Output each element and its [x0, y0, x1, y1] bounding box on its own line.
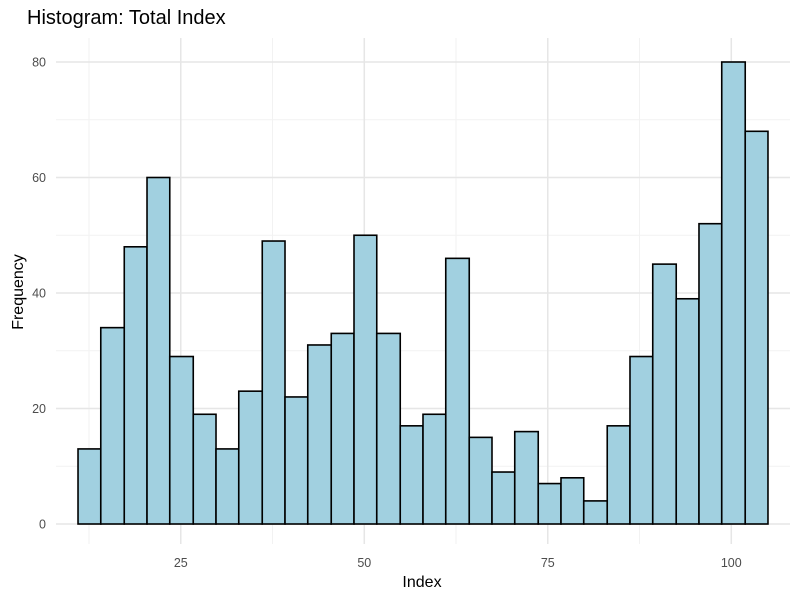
histogram-bar: [629, 355, 654, 525]
histogram-bar: [582, 500, 609, 525]
histogram-bar: [513, 430, 540, 525]
x-tick-label: 100: [721, 556, 742, 570]
histogram-bar: [146, 176, 171, 525]
histogram-bar: [284, 396, 309, 525]
histogram-bar: [192, 413, 217, 525]
histogram-bar: [375, 332, 402, 525]
x-tick-label: 50: [357, 556, 371, 570]
y-tick-label: 40: [32, 287, 46, 301]
histogram-bar: [720, 61, 747, 525]
y-axis-title: Frequency: [10, 254, 27, 330]
y-tick-label: 60: [32, 171, 46, 185]
y-tick-label: 0: [39, 518, 46, 532]
histogram-bar: [444, 257, 471, 525]
ticks: 25 50 75 100 0 20 40 60 80: [32, 56, 742, 571]
x-tick-label: 75: [541, 556, 555, 570]
histogram-bar: [560, 476, 585, 525]
histogram-bar: [606, 425, 631, 525]
y-tick-label: 20: [32, 402, 46, 416]
histogram-bar: [399, 425, 424, 525]
histogram-bar: [261, 240, 286, 525]
histogram-bar: [77, 448, 102, 525]
histogram-bar: [491, 471, 516, 525]
histogram-bar: [651, 263, 678, 525]
histogram-bar: [237, 390, 264, 525]
x-tick-label: 25: [174, 556, 188, 570]
histogram-bar: [306, 344, 333, 525]
bars: [77, 61, 769, 525]
histogram-bar: [123, 246, 148, 525]
histogram-bar: [215, 448, 240, 525]
x-axis-title: Index: [402, 574, 441, 591]
histogram-bar: [99, 326, 126, 525]
histogram-bar: [675, 297, 700, 525]
histogram-bar: [422, 413, 447, 525]
histogram-bar: [168, 355, 195, 525]
histogram-bar: [537, 482, 562, 525]
histogram-bar: [468, 436, 493, 525]
histogram-bar: [330, 332, 355, 525]
chart-title: Histogram: Total Index: [27, 7, 226, 29]
y-tick-label: 80: [32, 56, 46, 70]
histogram-bar: [353, 234, 378, 525]
histogram-bar: [698, 222, 723, 525]
histogram-bar: [744, 130, 769, 525]
